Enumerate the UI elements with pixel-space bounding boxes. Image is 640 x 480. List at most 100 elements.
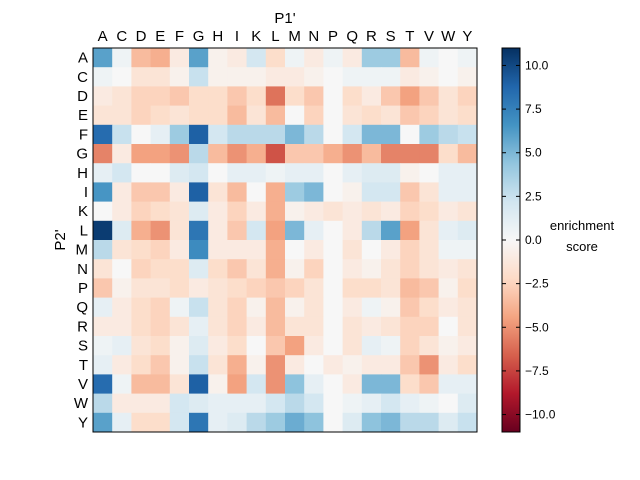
heatmap-cell xyxy=(285,201,305,222)
heatmap-cell xyxy=(169,48,190,68)
heatmap-cell xyxy=(93,412,113,433)
heatmap-cell xyxy=(361,336,382,356)
heatmap-cell xyxy=(169,105,190,126)
heatmap-cell xyxy=(400,105,420,126)
heatmap-cell xyxy=(361,144,382,164)
heatmap-cell xyxy=(112,393,132,414)
heatmap-cell xyxy=(381,124,401,145)
heatmap-cell xyxy=(112,182,132,202)
heatmap-cell xyxy=(150,86,171,106)
colorbar-tick-label: 7.5 xyxy=(525,102,542,116)
heatmap-cell xyxy=(438,124,459,145)
heatmap-cell xyxy=(457,48,478,68)
x-tick-label: G xyxy=(193,28,205,45)
heatmap-cell xyxy=(419,220,439,241)
heatmap-cell xyxy=(361,67,382,87)
heatmap-cell xyxy=(400,67,420,87)
heatmap-cell xyxy=(265,316,286,337)
heatmap-cell xyxy=(438,259,459,279)
heatmap-cell xyxy=(265,259,286,279)
heatmap-cell xyxy=(419,182,439,202)
heatmap-cell xyxy=(400,48,420,68)
colorbar-ticks: 10.0 7.5 5.0 2.5 0.0 −2.5 −5.0 −7.5 −10.0 xyxy=(502,58,556,422)
heatmap-cell xyxy=(150,220,171,241)
heatmap-cell xyxy=(323,412,343,433)
heatmap-cell xyxy=(227,144,247,164)
colorbar-tick-label: 10.0 xyxy=(525,58,549,72)
heatmap-cell xyxy=(419,336,439,356)
heatmap-cell xyxy=(131,374,151,394)
heatmap-cell xyxy=(438,105,459,126)
heatmap-cell xyxy=(285,355,305,375)
heatmap-cell xyxy=(150,144,171,164)
heatmap-cell xyxy=(112,201,132,222)
heatmap-cell xyxy=(246,144,267,164)
heatmap-cell xyxy=(112,220,132,241)
heatmap-cell xyxy=(189,374,209,394)
heatmap-cell xyxy=(227,297,247,318)
heatmap-cell xyxy=(227,182,247,202)
heatmap-cell xyxy=(246,201,267,222)
heatmap-cell xyxy=(169,278,190,298)
heatmap-cell xyxy=(169,124,190,145)
x-tick-label: S xyxy=(386,28,396,45)
heatmap-cell xyxy=(189,201,209,222)
heatmap-cell xyxy=(93,393,113,414)
y-tick-label: C xyxy=(77,69,88,86)
heatmap-cell xyxy=(131,240,151,260)
heatmap-cell xyxy=(93,144,113,164)
heatmap-cell xyxy=(131,316,151,337)
heatmap-cell xyxy=(169,316,190,337)
heatmap-cell xyxy=(304,297,324,318)
colorbar-tick-label: 5.0 xyxy=(525,146,542,160)
heatmap-cell xyxy=(285,259,305,279)
heatmap-cell xyxy=(361,412,382,433)
heatmap-cell xyxy=(189,105,209,126)
y-tick-label: G xyxy=(76,146,88,163)
heatmap-cell xyxy=(131,355,151,375)
heatmap-cell xyxy=(381,355,401,375)
heatmap-cell xyxy=(419,67,439,87)
heatmap-cell xyxy=(419,48,439,68)
heatmap-cell xyxy=(246,355,267,375)
heatmap-cell xyxy=(438,201,459,222)
heatmap-cell xyxy=(285,144,305,164)
heatmap-cell xyxy=(285,105,305,126)
colorbar-tick-label: 0.0 xyxy=(525,233,542,247)
heatmap-cell xyxy=(381,393,401,414)
heatmap-cell xyxy=(131,336,151,356)
heatmap-cell xyxy=(189,124,209,145)
heatmap-cell xyxy=(227,316,247,337)
heatmap-cell xyxy=(208,86,228,106)
heatmap-cell xyxy=(419,316,439,337)
heatmap-cell xyxy=(131,297,151,318)
heatmap-cell xyxy=(227,163,247,183)
x-tick-label: C xyxy=(116,28,127,45)
heatmap-cell xyxy=(208,144,228,164)
heatmap-cell xyxy=(342,182,363,202)
heatmap-cell xyxy=(304,336,324,356)
heatmap-cell xyxy=(304,163,324,183)
heatmap-cell xyxy=(93,220,113,241)
heatmap-cell xyxy=(93,240,113,260)
heatmap-cell xyxy=(265,67,286,87)
heatmap-cell xyxy=(189,182,209,202)
heatmap-cell xyxy=(189,67,209,87)
heatmap-cell xyxy=(400,374,420,394)
heatmap-cell xyxy=(419,393,439,414)
heatmap-cell xyxy=(285,182,305,202)
heatmap-cell xyxy=(438,316,459,337)
heatmap-cell xyxy=(169,259,190,279)
x-tick-label: D xyxy=(136,28,147,45)
heatmap-cell xyxy=(150,412,171,433)
heatmap-cell xyxy=(112,259,132,279)
heatmap-cell xyxy=(246,297,267,318)
y-tick-label: N xyxy=(77,261,88,278)
heatmap-cell xyxy=(131,393,151,414)
heatmap-cell xyxy=(361,182,382,202)
y-tick-label: R xyxy=(77,318,88,335)
heatmap-cell xyxy=(285,336,305,356)
y-tick-label: W xyxy=(74,395,89,412)
heatmap-cell xyxy=(381,278,401,298)
